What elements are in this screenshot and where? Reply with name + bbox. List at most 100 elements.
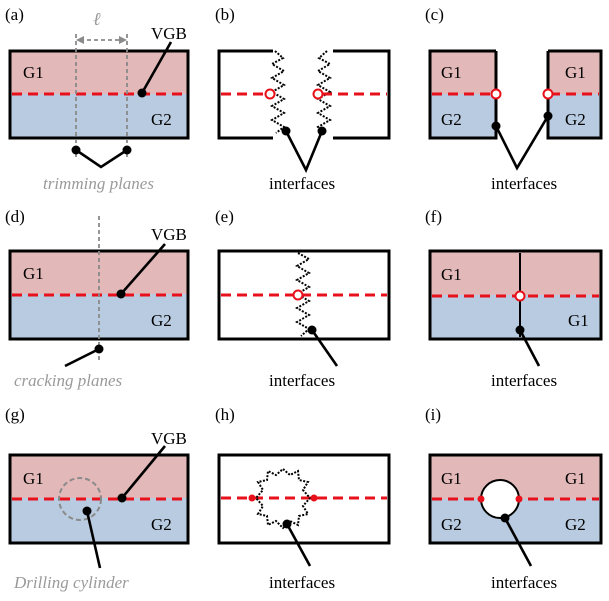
grain-g2-right-label: G2 (565, 110, 586, 129)
grain-g2-label: G2 (151, 515, 172, 534)
grain-g2-right-label: G2 (565, 515, 586, 534)
grain-g2-right-region (548, 94, 601, 138)
panel-tag-e: (e) (215, 207, 234, 226)
vgb-label: VGB (151, 429, 187, 448)
rough-surface-right (316, 50, 333, 134)
trimming-marker-left (71, 145, 81, 155)
grain-g1-left-label: G1 (441, 63, 462, 82)
drilled-hole (480, 479, 520, 519)
vgb-leader (140, 41, 173, 94)
cracking-planes-label: cracking planes (14, 371, 122, 390)
drilling-cylinder-label: Drilling cylinder (13, 573, 129, 592)
grain-g2-label: G2 (151, 110, 172, 129)
drilling-leader (85, 510, 102, 569)
panel-c: (c) G1 G1 G2 G2 interfaces (425, 5, 603, 193)
slab-left-outline (428, 49, 498, 140)
interface-marker (307, 325, 317, 335)
interface-marker-left (281, 126, 291, 136)
simulation-box (8, 453, 190, 545)
trimming-leader (75, 148, 128, 169)
panel-tag-i: (i) (425, 405, 441, 424)
cracking-leader (64, 347, 100, 368)
gb-endpoint-right (515, 495, 523, 503)
panel-tag-a: (a) (5, 5, 24, 24)
grain-g2-region (430, 295, 601, 339)
gb-endpoint-right (542, 88, 554, 100)
simulation-box (428, 453, 603, 545)
grain-g1-left-region (430, 51, 496, 94)
panel-tag-d: (d) (5, 207, 25, 226)
simulation-box (217, 249, 391, 341)
slab-right-outline (333, 49, 391, 140)
arrow-left-icon (76, 36, 84, 44)
grain-g1-label: G1 (441, 265, 462, 284)
interfaces-leader (285, 523, 312, 567)
interfaces-label: interfaces (491, 174, 557, 193)
panel-d: (d) G1 G2 VGB cracking planes (5, 207, 190, 390)
interfaces-leader (310, 329, 339, 367)
trimming-planes-label: trimming planes (43, 174, 154, 193)
panel-i: (i) G1 G1 G2 G2 interfaces (425, 405, 603, 592)
interfaces-label: interfaces (269, 174, 335, 193)
panel-e: (e) interfaces (215, 207, 391, 390)
length-symbol: ℓ (93, 9, 101, 29)
slab-right-outline (546, 49, 603, 140)
vgb-label: VGB (151, 225, 187, 244)
interfaces-label: interfaces (269, 573, 335, 592)
grain-g1-lower-label: G1 (568, 311, 589, 330)
grain-g1-right-label: G1 (565, 63, 586, 82)
vgb-marker (116, 289, 126, 299)
interface-marker-left (491, 121, 501, 131)
gb-endpoint-left (477, 495, 485, 503)
grain-g1-region (430, 251, 601, 295)
grain-g2-region (10, 498, 188, 543)
interfaces-leader (503, 517, 533, 567)
interfaces-label: interfaces (269, 371, 335, 390)
panel-tag-c: (c) (425, 5, 444, 24)
grain-g1-right-region (548, 51, 601, 94)
slab-left-outline (217, 49, 273, 140)
vgb-label: VGB (151, 24, 187, 43)
gb-endpoint (514, 290, 526, 302)
interfaces-label: interfaces (491, 573, 557, 592)
interface-marker-right (317, 126, 327, 136)
panel-tag-g: (g) (5, 405, 25, 424)
gb-endpoint-right (312, 88, 324, 100)
interface-marker (500, 513, 510, 523)
grain-g2-left-label: G2 (441, 515, 462, 534)
panel-tag-h: (h) (215, 405, 235, 424)
grain-g1-label: G1 (23, 63, 44, 82)
interfaces-label: interfaces (491, 371, 557, 390)
trimming-marker-right (122, 145, 132, 155)
panel-tag-f: (f) (425, 207, 442, 226)
panel-g: (g) G1 G2 VGB Drilling cylinder (5, 405, 190, 592)
simulation-box (8, 49, 190, 140)
panel-h: (h) interfaces (215, 405, 391, 592)
interface-marker (282, 519, 292, 529)
panel-a: (a) ℓ G1 G2 VGB trimming planes (5, 5, 190, 193)
grain-g1-label: G1 (23, 264, 44, 283)
simulation-box (428, 249, 603, 341)
interface-marker-right (543, 111, 553, 121)
grain-g1-label: G1 (23, 469, 44, 488)
grain-g2-left-label: G2 (441, 110, 462, 129)
drilled-rough-hole (254, 467, 312, 530)
vgb-leader (120, 243, 166, 295)
gb-endpoint-left (490, 88, 502, 100)
vgb-leader (120, 445, 167, 499)
interfaces-leader (494, 115, 550, 171)
gb-endpoint-left (248, 494, 256, 502)
grain-g1-right-label: G1 (565, 469, 586, 488)
interfaces-leader (284, 130, 324, 174)
grain-g2-label: G2 (151, 311, 172, 330)
arrow-right-icon (119, 36, 127, 44)
panel-tag-b: (b) (215, 5, 235, 24)
gb-endpoint (292, 289, 304, 301)
gb-endpoint-right (310, 494, 318, 502)
interfaces-leader (518, 329, 541, 367)
drilling-cylinder-outline (58, 477, 102, 521)
vgb-marker (137, 88, 147, 98)
simulation-box (217, 453, 391, 545)
vgb-marker (117, 493, 127, 503)
